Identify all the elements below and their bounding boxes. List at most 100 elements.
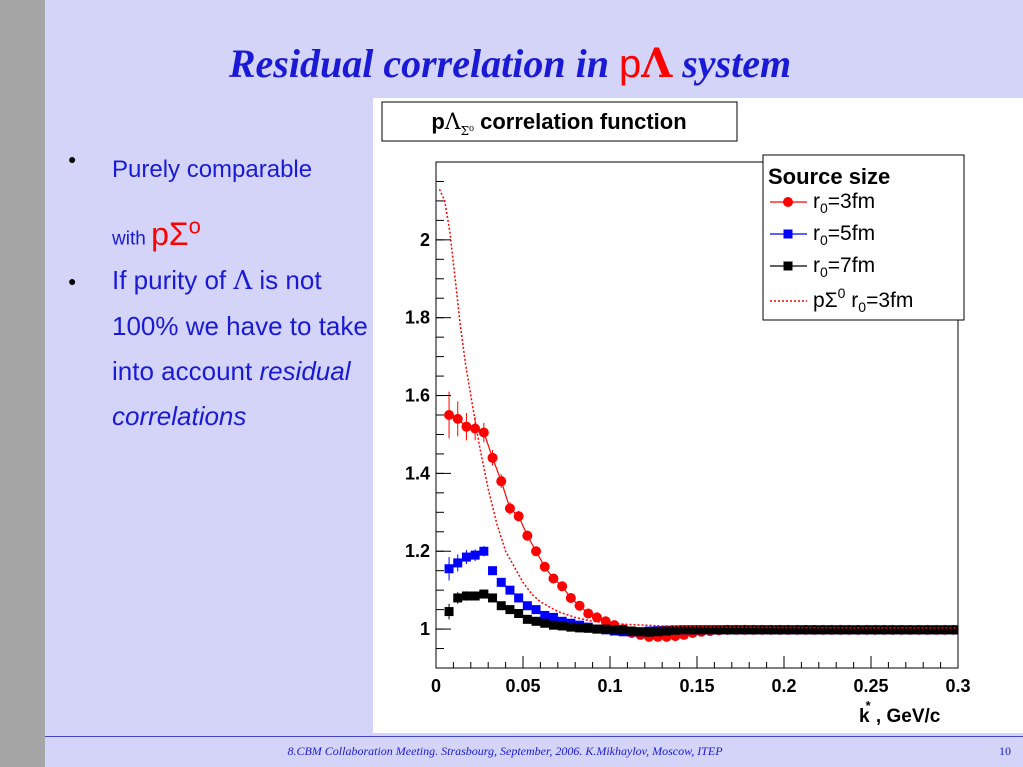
data-point	[662, 626, 672, 636]
data-point	[836, 625, 846, 635]
data-point	[514, 593, 524, 603]
chart-panel: 0 0.05 0.1 0.15 0.2 0.25 0.3 1 1.2 1.4 1.6 1.8 2 pΛΣ…	[373, 98, 1023, 733]
data-point	[609, 625, 619, 635]
data-point	[844, 625, 854, 635]
data-point	[488, 593, 498, 603]
data-point	[531, 546, 542, 557]
data-point	[801, 625, 811, 635]
data-point	[879, 625, 889, 635]
data-point	[940, 625, 950, 635]
data-point	[914, 625, 924, 635]
data-point	[444, 410, 455, 420]
data-point	[583, 623, 593, 633]
data-point	[757, 625, 767, 635]
data-point	[827, 625, 837, 635]
series-2	[444, 589, 959, 637]
data-point	[740, 625, 750, 635]
data-point	[557, 581, 568, 592]
data-point	[566, 622, 576, 632]
data-point	[749, 625, 759, 635]
data-point	[618, 625, 628, 635]
data-point	[479, 589, 489, 599]
x-tick-label: 0.2	[771, 676, 796, 696]
footer-divider	[45, 736, 1023, 737]
data-point	[870, 625, 880, 635]
data-point	[905, 625, 915, 635]
data-point	[792, 625, 802, 635]
data-point	[453, 558, 463, 568]
data-point	[783, 625, 793, 635]
data-point	[818, 625, 828, 635]
svg-text:r0=7fm: r0=7fm	[813, 254, 875, 280]
data-point	[522, 614, 532, 624]
y-tick-label: 1.6	[405, 386, 430, 406]
data-point	[565, 592, 576, 603]
x-tick-label: 0.25	[853, 676, 888, 696]
data-point	[923, 625, 933, 635]
data-point	[722, 625, 732, 635]
data-point	[470, 550, 480, 560]
data-point	[522, 601, 532, 611]
bullet-text-1: Purely comparable with pΣo	[112, 156, 313, 252]
data-point	[888, 625, 898, 635]
data-point	[539, 561, 550, 572]
data-point	[644, 627, 654, 637]
data-point	[766, 625, 776, 635]
bullet-dot-1: ●	[68, 151, 77, 167]
chart-title-box	[381, 101, 738, 142]
data-point	[504, 503, 515, 514]
data-point	[461, 591, 471, 601]
data-point	[949, 625, 959, 635]
title-lambda: Λ	[641, 40, 673, 87]
data-point	[487, 452, 498, 463]
data-point	[574, 600, 585, 611]
data-point	[627, 626, 637, 636]
legend-entry-3: pΣ0 r0=3fm	[770, 285, 913, 315]
data-point	[653, 627, 663, 637]
correlation-chart: 0 0.05 0.1 0.15 0.2 0.25 0.3 1 1.2 1.4 1.6 1.8 2 pΛΣ…	[381, 101, 971, 727]
x-tick-label: 0.1	[597, 676, 622, 696]
data-point	[453, 593, 463, 603]
data-point	[557, 621, 567, 631]
data-point	[531, 605, 541, 615]
data-point	[514, 609, 524, 619]
y-tick-label: 1	[420, 619, 430, 639]
data-point	[496, 476, 507, 487]
psigma-curve	[438, 188, 958, 629]
x-tick-label: 0.15	[679, 676, 714, 696]
bullet-text-2: If purity of Λ is not 100% we have to ta…	[112, 265, 368, 431]
data-point	[714, 625, 724, 635]
y-tick-label: 1.8	[405, 308, 430, 328]
data-point	[853, 625, 863, 635]
x-tick-label: 0.3	[945, 676, 970, 696]
left-decor-bar	[0, 0, 45, 767]
legend-title: Source size	[768, 164, 890, 189]
data-point	[601, 624, 611, 634]
data-point	[862, 625, 872, 635]
page-number: 10	[999, 744, 1011, 758]
svg-text:r0=5fm: r0=5fm	[813, 222, 875, 248]
data-point	[444, 607, 454, 617]
data-point	[548, 620, 558, 630]
bullet-dot-2: ●	[68, 273, 77, 289]
data-point	[513, 511, 524, 522]
data-point	[679, 625, 689, 635]
y-tick-label: 1.4	[405, 463, 430, 483]
data-point	[540, 610, 550, 620]
data-point	[452, 413, 463, 424]
data-point	[575, 623, 585, 633]
data-point	[931, 625, 941, 635]
data-point	[635, 627, 645, 637]
data-point	[670, 625, 680, 635]
data-point	[548, 573, 559, 584]
data-point	[496, 601, 506, 611]
y-tick-label: 1.2	[405, 541, 430, 561]
data-point	[478, 427, 489, 438]
data-point	[479, 546, 489, 556]
slide-title: Residual correlation in pΛ system	[228, 40, 792, 87]
data-point	[592, 624, 602, 634]
legend-box	[762, 154, 965, 321]
svg-text:pΣ0 r0=3fm: pΣ0 r0=3fm	[813, 285, 913, 315]
x-axis-label: k* , GeV/c	[859, 698, 941, 727]
chart-title: pΛΣ⁰ correlation function	[431, 109, 686, 138]
